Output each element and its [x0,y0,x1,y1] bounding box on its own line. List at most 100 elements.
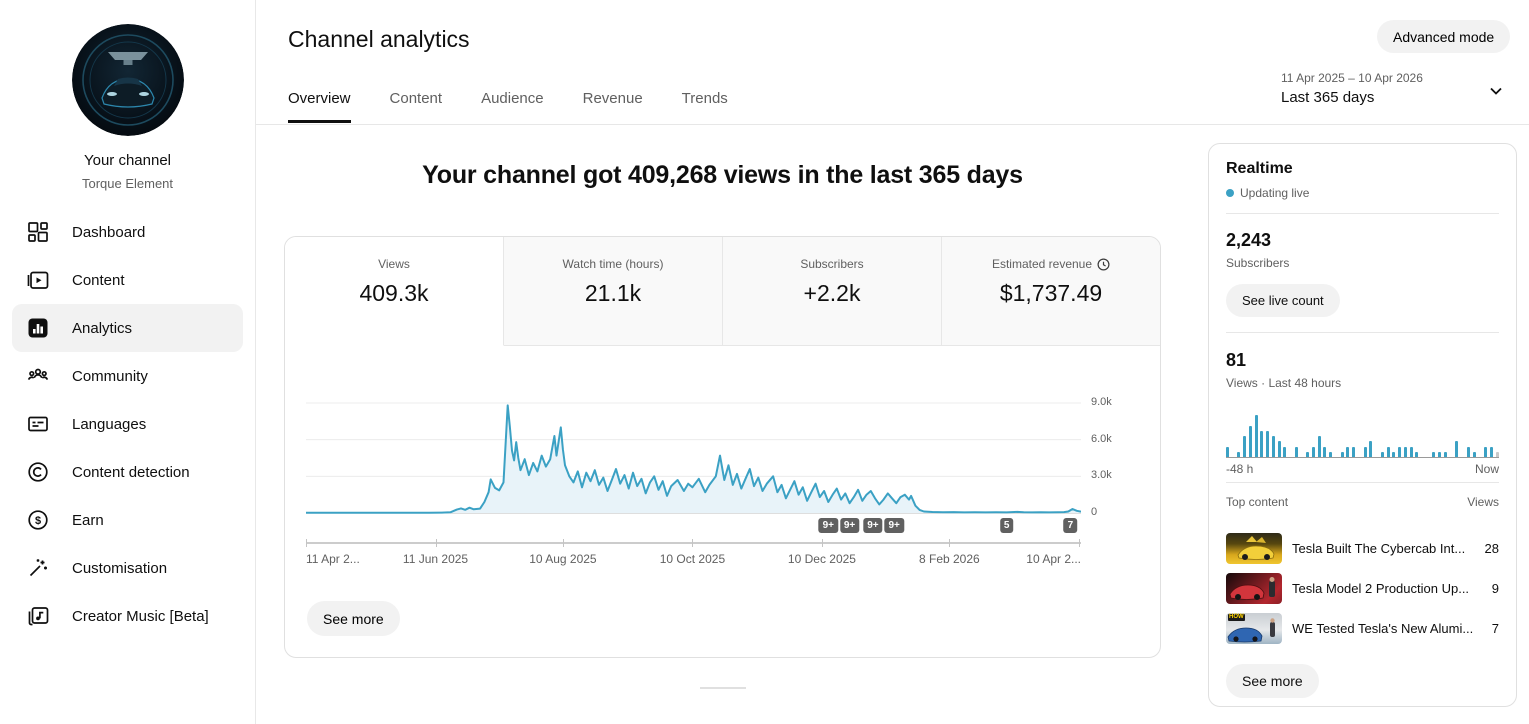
svg-text:$: $ [35,515,41,527]
key-metrics-card: Views 409.3k Watch time (hours) 21.1k Su… [284,236,1161,658]
video-views: 7 [1491,620,1499,636]
updating-live-status: Updating live [1226,186,1309,200]
see-live-count-button[interactable]: See live count [1226,284,1340,317]
views-48h-label: Views · Last 48 hours [1226,376,1342,390]
realtime-bar [1409,446,1413,457]
metric-value: 21.1k [584,280,642,306]
realtime-bar [1484,446,1488,457]
realtime-views-count: 81 [1226,350,1247,370]
sidebar-item-label: Analytics [72,319,133,337]
realtime-bar [1398,446,1402,457]
realtime-bar [1329,451,1333,457]
realtime-bar [1340,451,1344,457]
tab-content[interactable]: Content [389,90,443,107]
x-axis-label: 8 Feb 2026 [918,552,980,566]
sidebar-item-content[interactable]: Content [0,256,255,304]
realtime-title: Realtime [1226,160,1293,177]
metric-tab-watch-time[interactable]: Watch time (hours) 21.1k [504,237,723,346]
video-marker-badge[interactable]: 9+ [839,518,860,533]
realtime-see-more-button[interactable]: See more [1226,664,1319,698]
top-content-row[interactable]: Tesla Model 2 Production Up... 9 [1226,568,1499,608]
subscribers-label: Subscribers [1226,256,1290,270]
sidebar-nav: Dashboard Content Analytics [0,208,255,640]
y-axis-label: 0 [1091,506,1098,518]
your-channel-label: Your channel [83,152,172,169]
video-marker-badge[interactable]: 7 [1063,518,1078,533]
metric-label: Watch time (hours) [562,257,664,271]
video-views: 28 [1484,540,1499,556]
sidebar-item-analytics[interactable]: Analytics [12,304,243,352]
sidebar-item-creator-music[interactable]: Creator Music [Beta] [0,592,255,640]
y-axis-label: 9.0k [1091,396,1112,408]
chevron-down-icon[interactable] [1486,81,1506,101]
video-marker-badge[interactable]: 9+ [884,518,904,533]
languages-icon [28,416,48,432]
realtime-bar [1312,446,1316,457]
realtime-bar [1283,446,1287,457]
live-dot-icon [1226,189,1234,197]
video-title: WE Tested Tesla's New Alumi... [1292,620,1474,636]
metric-tabs: Views 409.3k Watch time (hours) 21.1k Su… [285,237,1160,346]
realtime-bar [1466,446,1470,457]
video-marker-row: 9+ 9+ 9+ 9+ 5 7 [306,518,1081,535]
advanced-mode-button[interactable]: Advanced mode [1377,20,1511,53]
top-content-row[interactable]: HOW WE Tested Tesla's New Alumi... 7 [1226,608,1499,648]
x-axis-line [306,539,1081,547]
see-more-button[interactable]: See more [307,601,400,636]
realtime-bar [1271,436,1275,457]
tab-revenue[interactable]: Revenue [582,90,643,107]
metric-value: 409.3k [359,280,429,306]
metric-label: Estimated revenue [991,257,1093,271]
views-column-label: Views [1467,495,1499,509]
x-axis-label: 10 Oct 2025 [659,552,726,566]
sidebar-item-label: Dashboard [72,223,146,241]
realtime-bar-chart[interactable] [1226,411,1499,458]
realtime-bar [1317,436,1321,457]
tab-overview[interactable]: Overview [288,90,351,123]
sidebar-item-customisation[interactable]: Customisation [0,544,255,592]
header-divider [256,124,1529,125]
channel-name: Torque Element [81,176,174,191]
channel-avatar[interactable] [72,24,184,136]
realtime-bar [1392,451,1396,457]
sidebar-item-dashboard[interactable]: Dashboard [0,208,255,256]
top-content-row[interactable]: Tesla Built The Cybercab Int... 28 [1226,528,1499,568]
realtime-bar [1415,451,1419,457]
axis-tick [562,539,564,547]
customisation-icon [29,559,47,577]
sidebar-item-community[interactable]: Community [0,352,255,400]
tab-audience[interactable]: Audience [481,90,544,107]
video-marker-badge[interactable]: 5 [999,518,1014,533]
top-content-label: Top content [1226,495,1289,509]
sidebar: Your channel Torque Element Dashboard Co… [0,0,256,724]
content-icon [27,271,49,289]
earn-icon: $ [28,510,48,530]
sidebar-item-label: Community [72,367,148,385]
date-preset-selector[interactable]: Last 365 days [1281,89,1375,106]
realtime-bar [1438,451,1442,457]
axis-tick [692,539,694,547]
views-line-chart[interactable] [306,396,1081,518]
content-detection-icon [28,462,48,482]
sidebar-item-languages[interactable]: Languages [0,400,255,448]
area-fill [306,405,1081,513]
thumbnail-overlay-text: HOW [1228,613,1245,622]
realtime-bar [1455,441,1459,457]
video-title: Tesla Built The Cybercab Int... [1292,540,1466,556]
metric-tab-views[interactable]: Views 409.3k [285,237,504,346]
realtime-bar [1243,436,1247,457]
sidebar-item-content-detection[interactable]: Content detection [0,448,255,496]
date-range-text: 11 Apr 2025 – 10 Apr 2026 [1281,71,1423,85]
divider [1226,213,1499,214]
video-marker-badge[interactable]: 9+ [818,518,839,533]
sidebar-item-label: Languages [72,415,147,433]
tab-trends[interactable]: Trends [681,90,728,107]
x-axis-label: 10 Apr 2... [1026,552,1081,566]
video-marker-badge[interactable]: 9+ [863,518,883,533]
realtime-card: Realtime Updating live 2,243 Subscribers… [1208,143,1517,707]
metric-tab-subscribers[interactable]: Subscribers +2.2k [723,237,942,346]
metric-label: Subscribers [800,257,864,271]
metric-tab-estimated-revenue[interactable]: Estimated revenue $1,737.49 [942,237,1160,346]
sidebar-item-earn[interactable]: $ Earn [0,496,255,544]
